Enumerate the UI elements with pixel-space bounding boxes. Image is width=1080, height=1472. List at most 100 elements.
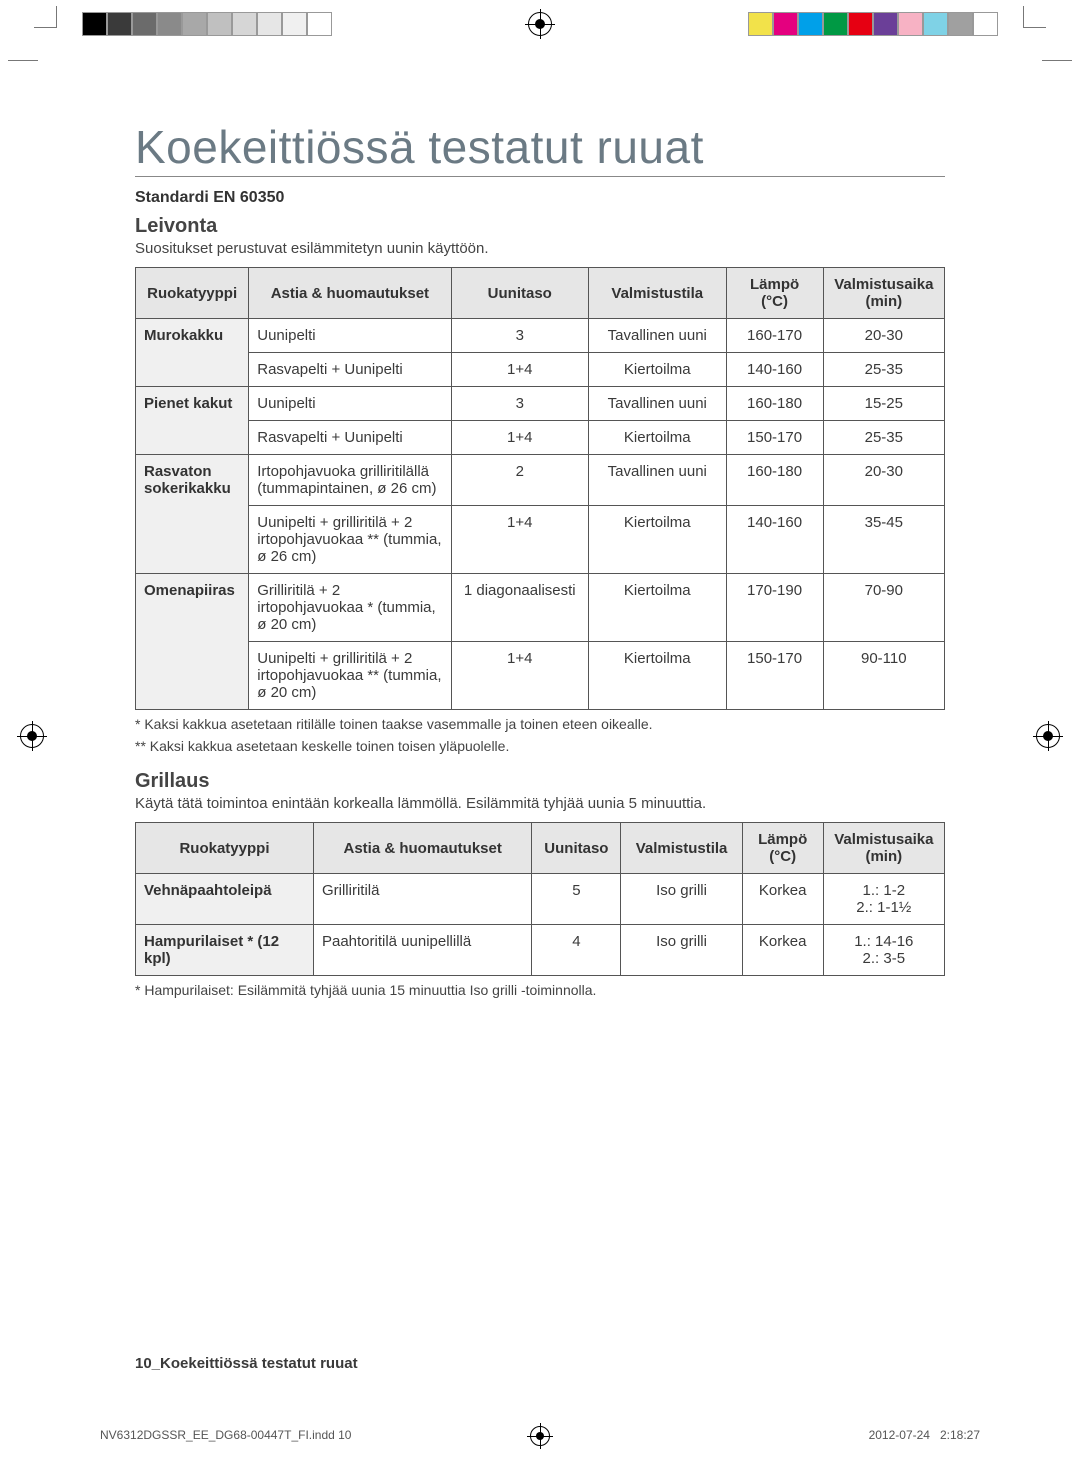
table-cell: 90-110	[823, 642, 944, 710]
food-type-cell: Hampurilaiset * (12 kpl)	[136, 925, 314, 976]
grilling-subtext: Käytä tätä toimintoa enintään korkealla …	[135, 795, 945, 812]
table-header: Valmistusaika (min)	[823, 268, 944, 319]
table-cell: Kiertoilma	[589, 574, 727, 642]
imprint-timestamp: 2012-07-24 2:18:27	[869, 1428, 980, 1442]
table-header: Valmistustila	[621, 823, 742, 874]
table-cell: Tavallinen uuni	[589, 455, 727, 506]
table-cell: 3	[451, 387, 589, 421]
table-cell: 140-160	[726, 506, 823, 574]
crop-mark	[8, 60, 38, 61]
table-cell: Tavallinen uuni	[589, 319, 727, 353]
table-cell: 15-25	[823, 387, 944, 421]
table-cell: 1.: 1-2 2.: 1-1½	[823, 874, 944, 925]
baking-note-2: ** Kaksi kakkua asetetaan keskelle toine…	[135, 738, 945, 754]
food-type-cell: Rasvaton sokerikakku	[136, 455, 249, 574]
baking-subtext: Suositukset perustuvat esilämmitetyn uun…	[135, 240, 945, 257]
table-cell: 1 diagonaalisesti	[451, 574, 589, 642]
table-header: Astia & huomautukset	[249, 268, 451, 319]
food-type-cell: Omenapiiras	[136, 574, 249, 710]
table-cell: Rasvapelti + Uunipelti	[249, 421, 451, 455]
table-cell: Korkea	[742, 874, 823, 925]
page-content: Koekeittiössä testatut ruuat Standardi E…	[135, 120, 945, 998]
table-row: Uunipelti + grilliritilä + 2 irtopohjavu…	[136, 506, 945, 574]
table-cell: Grilliritilä + 2 irtopohjavuokaa * (tumm…	[249, 574, 451, 642]
table-cell: 1+4	[451, 353, 589, 387]
crop-mark	[56, 6, 78, 28]
footer-page-num: 10_	[135, 1355, 160, 1372]
table-cell: 150-170	[726, 642, 823, 710]
table-cell: Kiertoilma	[589, 353, 727, 387]
table-header: Uunitaso	[532, 823, 621, 874]
table-cell: 3	[451, 319, 589, 353]
table-cell: 35-45	[823, 506, 944, 574]
table-cell: 1.: 14-16 2.: 3-5	[823, 925, 944, 976]
table-cell: Grilliritilä	[313, 874, 531, 925]
table-cell: Irtopohjavuoka grilliritilällä (tummapin…	[249, 455, 451, 506]
registration-mark-top	[528, 12, 552, 36]
table-cell: Kiertoilma	[589, 642, 727, 710]
table-cell: Kiertoilma	[589, 421, 727, 455]
table-cell: 160-180	[726, 455, 823, 506]
table-header: Lämpö (°C)	[742, 823, 823, 874]
table-row: MurokakkuUunipelti3Tavallinen uuni160-17…	[136, 319, 945, 353]
table-cell: Paahtoritilä uunipellillä	[313, 925, 531, 976]
food-type-cell: Vehnäpaahtoleipä	[136, 874, 314, 925]
page-footer: 10_Koekeittiössä testatut ruuat	[135, 1355, 358, 1372]
crop-mark	[1002, 6, 1024, 28]
table-cell: 20-30	[823, 319, 944, 353]
imprint-filename: NV6312DGSSR_EE_DG68-00447T_FI.indd 10	[100, 1428, 351, 1442]
table-header: Valmistusaika (min)	[823, 823, 944, 874]
table-header: Ruokatyyppi	[136, 268, 249, 319]
baking-heading: Leivonta	[135, 215, 945, 238]
table-cell: 25-35	[823, 421, 944, 455]
table-cell: Uunipelti	[249, 319, 451, 353]
table-cell: 1+4	[451, 506, 589, 574]
table-row: Uunipelti + grilliritilä + 2 irtopohjavu…	[136, 642, 945, 710]
table-cell: Iso grilli	[621, 874, 742, 925]
registration-mark-left	[20, 724, 44, 748]
table-cell: Rasvapelti + Uunipelti	[249, 353, 451, 387]
table-header: Astia & huomautukset	[313, 823, 531, 874]
registration-mark-right	[1036, 724, 1060, 748]
table-cell: Kiertoilma	[589, 506, 727, 574]
baking-note-1: * Kaksi kakkua asetetaan ritilälle toine…	[135, 716, 945, 732]
registration-mark-bottom	[530, 1426, 550, 1446]
table-row: Rasvapelti + Uunipelti1+4Kiertoilma150-1…	[136, 421, 945, 455]
table-cell: 160-180	[726, 387, 823, 421]
table-row: Rasvapelti + Uunipelti1+4Kiertoilma140-1…	[136, 353, 945, 387]
table-header: Valmistustila	[589, 268, 727, 319]
table-cell: 4	[532, 925, 621, 976]
page-title: Koekeittiössä testatut ruuat	[135, 120, 945, 177]
grilling-note: * Hampurilaiset: Esilämmitä tyhjää uunia…	[135, 982, 945, 998]
table-cell: Uunipelti + grilliritilä + 2 irtopohjavu…	[249, 642, 451, 710]
footer-section: Koekeittiössä testatut ruuat	[160, 1355, 358, 1372]
table-header: Lämpö (°C)	[726, 268, 823, 319]
table-cell: Korkea	[742, 925, 823, 976]
table-cell: 150-170	[726, 421, 823, 455]
table-cell: 2	[451, 455, 589, 506]
table-cell: 1+4	[451, 421, 589, 455]
table-cell: 20-30	[823, 455, 944, 506]
table-cell: 25-35	[823, 353, 944, 387]
table-cell: 5	[532, 874, 621, 925]
table-row: Rasvaton sokerikakkuIrtopohjavuoka grill…	[136, 455, 945, 506]
crop-mark	[1042, 60, 1072, 61]
table-header: Ruokatyyppi	[136, 823, 314, 874]
table-cell: Iso grilli	[621, 925, 742, 976]
table-cell: 70-90	[823, 574, 944, 642]
table-row: Hampurilaiset * (12 kpl)Paahtoritilä uun…	[136, 925, 945, 976]
print-colorbar-left	[82, 12, 332, 36]
print-colorbar-right	[748, 12, 998, 36]
table-row: VehnäpaahtoleipäGrilliritilä5Iso grilliK…	[136, 874, 945, 925]
table-cell: 140-160	[726, 353, 823, 387]
grilling-heading: Grillaus	[135, 770, 945, 793]
standard-label: Standardi EN 60350	[135, 189, 945, 207]
table-row: Pienet kakutUunipelti3Tavallinen uuni160…	[136, 387, 945, 421]
table-cell: Tavallinen uuni	[589, 387, 727, 421]
table-cell: 160-170	[726, 319, 823, 353]
grilling-table: RuokatyyppiAstia & huomautuksetUunitasoV…	[135, 822, 945, 976]
table-cell: 170-190	[726, 574, 823, 642]
table-cell: Uunipelti + grilliritilä + 2 irtopohjavu…	[249, 506, 451, 574]
table-row: OmenapiirasGrilliritilä + 2 irtopohjavuo…	[136, 574, 945, 642]
table-header: Uunitaso	[451, 268, 589, 319]
